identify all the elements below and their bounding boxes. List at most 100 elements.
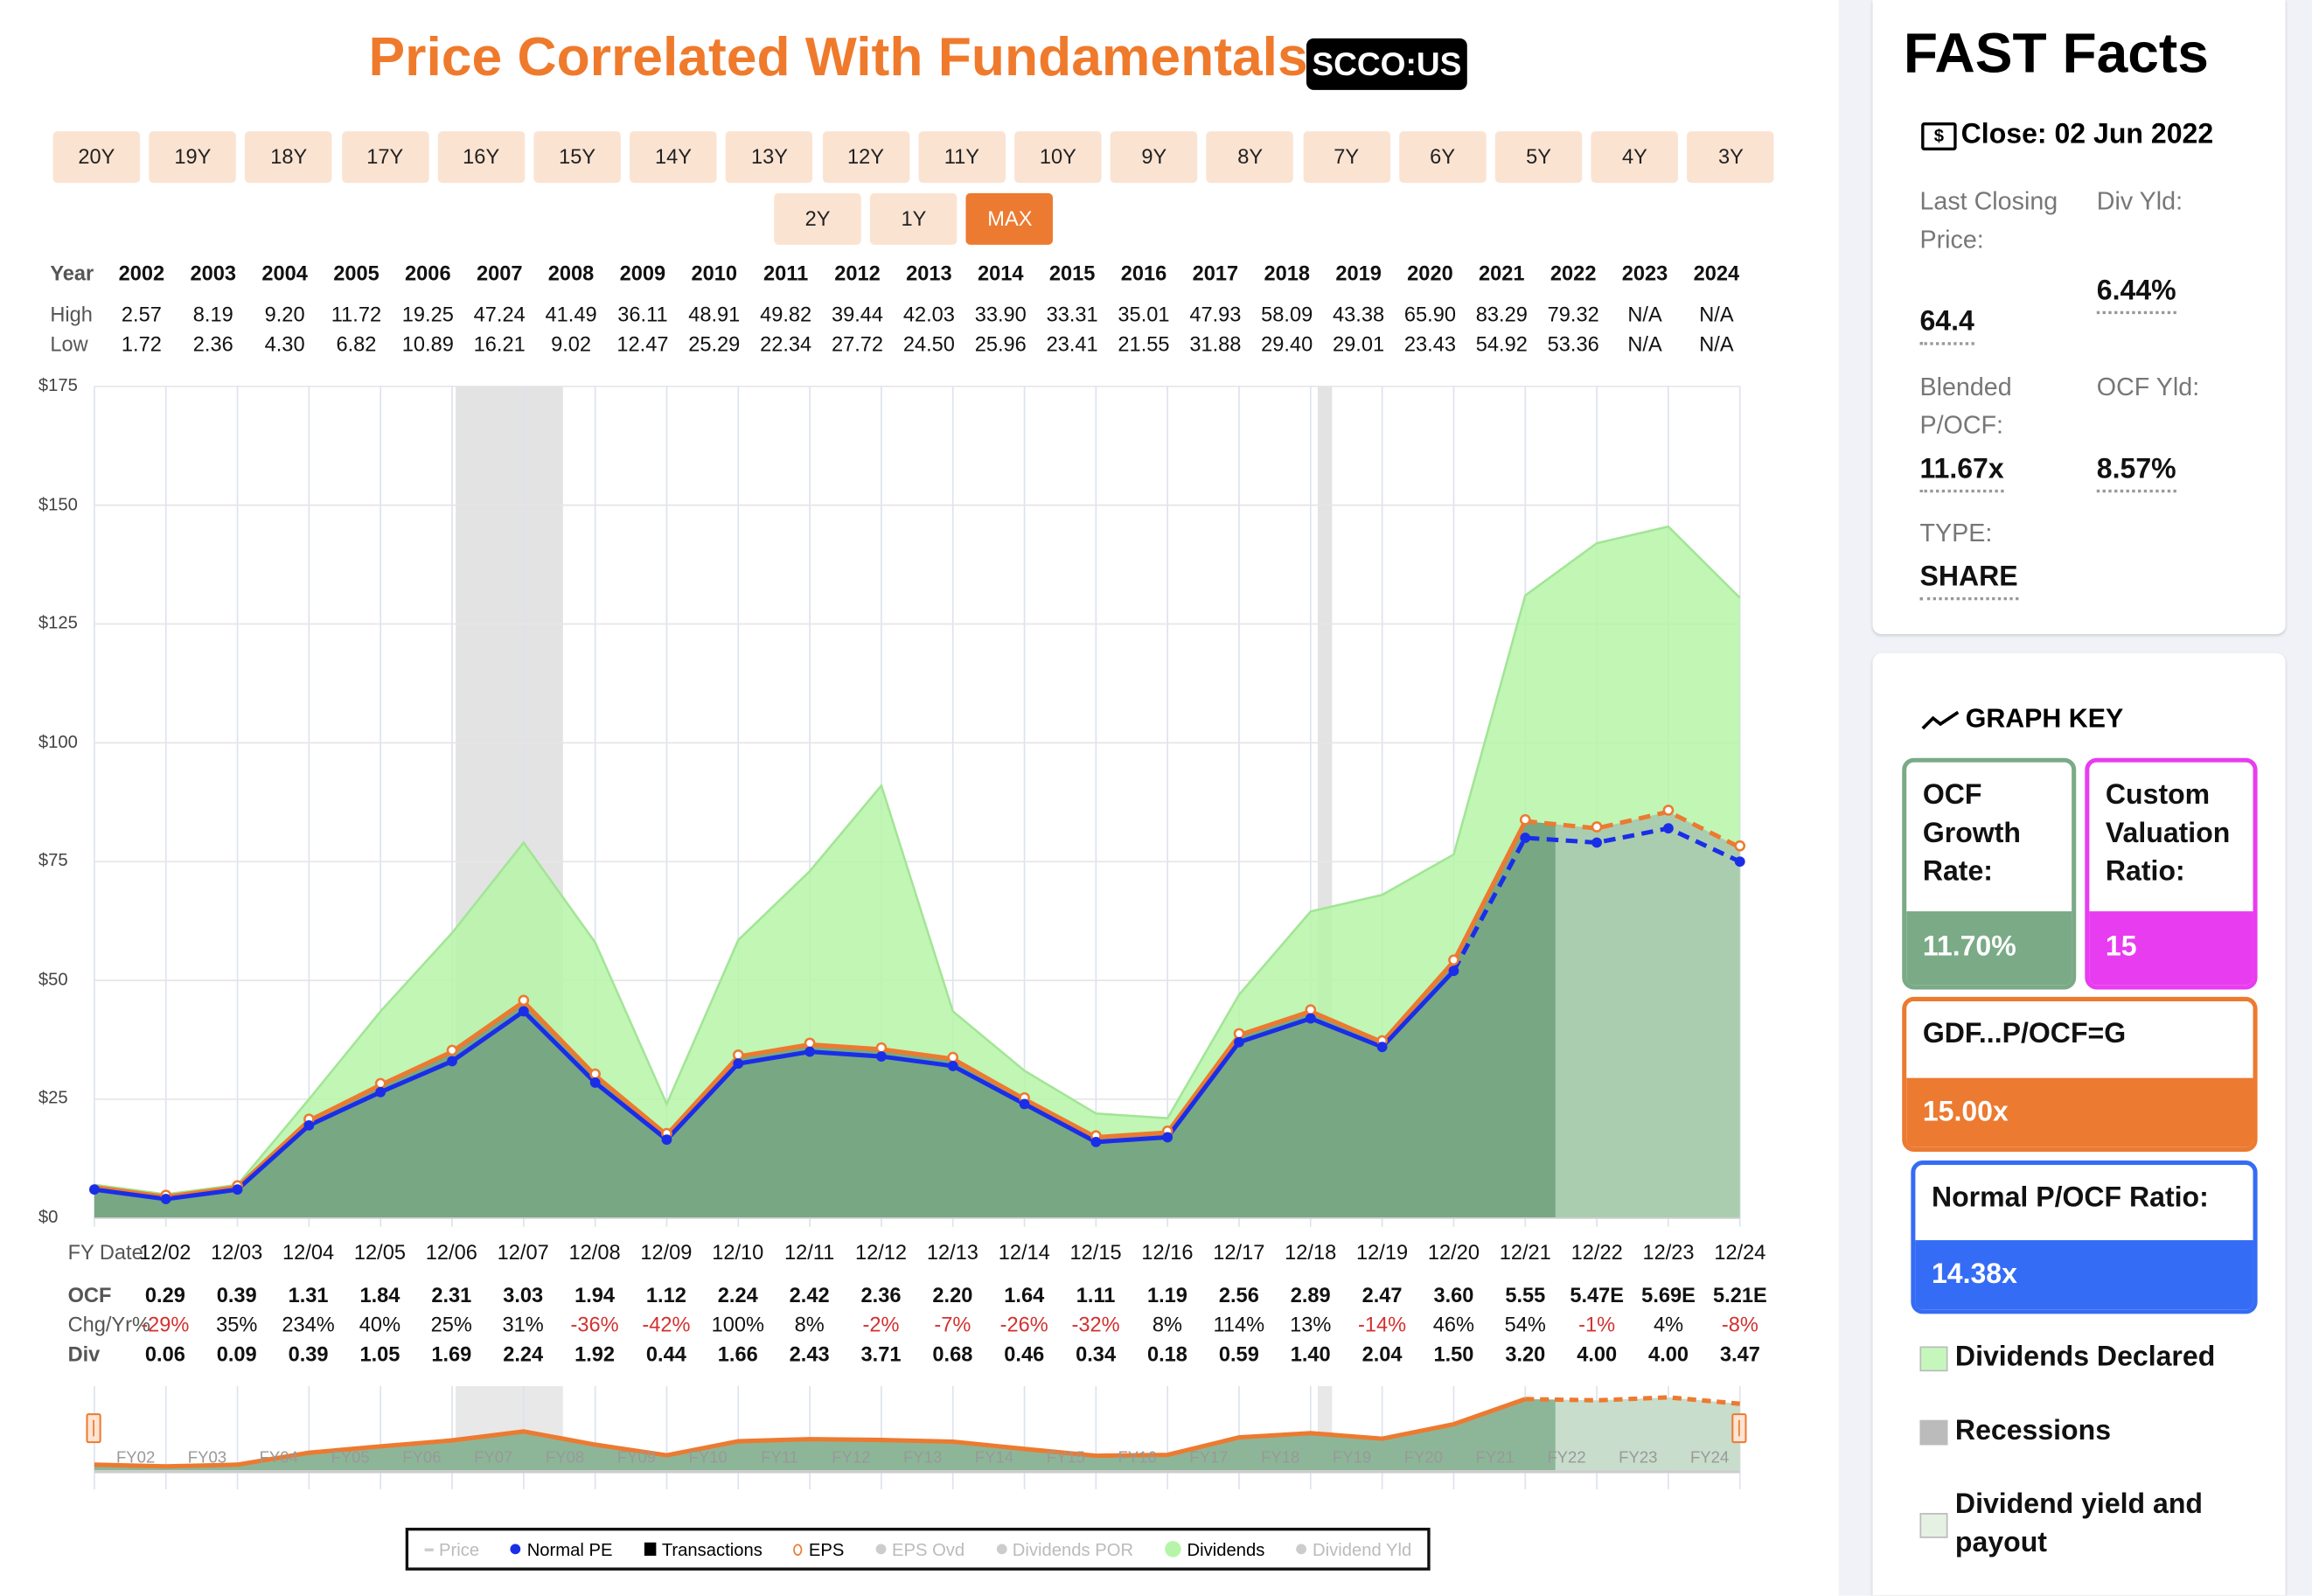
eps-marker[interactable] <box>518 994 530 1007</box>
normal-pe-marker[interactable] <box>1376 1042 1388 1053</box>
normal-pe-marker[interactable] <box>1520 833 1531 843</box>
eps-marker[interactable] <box>732 1049 744 1061</box>
range-button-9y[interactable]: 9Y <box>1111 131 1198 184</box>
eps-marker[interactable] <box>1448 954 1459 965</box>
price-cell-high: 39.44 <box>831 302 884 326</box>
key-label: Recessions <box>1954 1415 2112 1447</box>
eps-marker[interactable] <box>804 1037 816 1049</box>
eps-marker[interactable] <box>1519 814 1531 826</box>
eps-marker[interactable] <box>1233 1028 1245 1040</box>
div-yld-value[interactable]: 6.44% <box>2096 275 2176 315</box>
navigator[interactable]: FY02 FY03 FY04 FY05 FY06 FY07 FY08 FY09 FY10 FY11… <box>0 1371 1769 1490</box>
nav-fy-label: FY10 <box>689 1448 728 1467</box>
range-button-16y[interactable]: 16Y <box>437 131 525 184</box>
last-price-value[interactable]: 64.4 <box>1919 307 1974 345</box>
range-button-14y[interactable]: 14Y <box>630 131 717 184</box>
normal-pe-marker[interactable] <box>1591 837 1603 848</box>
eps-marker[interactable] <box>1305 1004 1317 1016</box>
normal-pe-marker[interactable] <box>1090 1136 1102 1147</box>
normal-pe-marker[interactable] <box>1162 1132 1173 1143</box>
normal-pe-marker[interactable] <box>589 1077 601 1088</box>
eps-marker[interactable] <box>446 1044 458 1056</box>
row-label-div: Div <box>67 1342 101 1366</box>
legend-item-normal-pe[interactable]: Normal PE <box>511 1539 613 1559</box>
eps-marker[interactable] <box>875 1042 888 1054</box>
normal-pe-marker[interactable] <box>232 1184 243 1195</box>
legend-item-eps[interactable]: EPS <box>793 1538 845 1560</box>
pale-swatch-icon <box>1919 1513 1948 1538</box>
range-button-15y[interactable]: 15Y <box>533 131 621 184</box>
eps-marker[interactable] <box>374 1077 386 1090</box>
range-button-5y[interactable]: 5Y <box>1494 131 1583 184</box>
legend-item-transactions[interactable]: Transactions <box>644 1539 763 1559</box>
legend-item-price[interactable]: Price <box>424 1539 479 1559</box>
nav-handle-right[interactable] <box>1731 1413 1747 1444</box>
range-button-18y[interactable]: 18Y <box>245 131 333 184</box>
range-button-1y[interactable]: 1Y <box>870 192 958 245</box>
key-recessions[interactable]: Recessions <box>1919 1412 2111 1451</box>
normal-pe-marker[interactable] <box>1305 1013 1316 1024</box>
ticker-badge: SCCO:US <box>1306 38 1467 90</box>
eps-marker[interactable] <box>1734 840 1746 852</box>
normal-pe-marker[interactable] <box>661 1134 672 1146</box>
key-dividends-declared[interactable]: Dividends Declared <box>1919 1339 2215 1377</box>
normal-pe-marker[interactable] <box>1734 856 1745 868</box>
price-cell-high: 48.91 <box>688 302 741 326</box>
eps-marker[interactable] <box>589 1068 601 1080</box>
eps-marker[interactable] <box>1662 805 1675 816</box>
range-button-17y[interactable]: 17Y <box>341 131 429 184</box>
ocf-yld-value[interactable]: 8.57% <box>2096 454 2176 493</box>
fund-cell-chg: 114% <box>1213 1312 1265 1336</box>
key-dividend-yield[interactable]: Dividend yield and payout <box>1919 1487 2214 1564</box>
legend-item-dividends-por[interactable]: Dividends POR <box>996 1539 1133 1559</box>
range-button-10y[interactable]: 10Y <box>1014 131 1102 184</box>
normal-pe-marker[interactable] <box>1234 1036 1244 1048</box>
fund-cell-fy_date: 12/24 <box>1714 1240 1766 1265</box>
legend-item-dividend-yld[interactable]: Dividend Yld <box>1296 1539 1411 1559</box>
type-value[interactable]: SHARE <box>1919 561 2018 601</box>
gdf-box[interactable]: GDF...P/OCF=G 15.00x <box>1902 996 2258 1152</box>
range-button-11y[interactable]: 11Y <box>918 131 1006 184</box>
normal-pe-marker[interactable] <box>1663 823 1674 834</box>
normal-pe-marker[interactable] <box>89 1184 100 1195</box>
range-button-8y[interactable]: 8Y <box>1206 131 1294 184</box>
range-button-7y[interactable]: 7Y <box>1302 131 1390 184</box>
normal-pe-marker[interactable] <box>375 1086 386 1098</box>
normal-pe-marker[interactable] <box>947 1061 958 1071</box>
custom-ratio-box[interactable]: Custom Valuation Ratio: 15 <box>2085 757 2258 990</box>
range-button-2y[interactable]: 2Y <box>774 192 861 245</box>
fund-cell-chg: 8% <box>1152 1312 1183 1336</box>
legend-item-dividends[interactable]: Dividends <box>1165 1539 1264 1559</box>
blended-value[interactable]: 11.67x <box>1919 454 2004 493</box>
price-cell-year: 2004 <box>261 261 308 285</box>
range-button-19y[interactable]: 19Y <box>149 131 237 184</box>
normal-pe-marker[interactable] <box>160 1194 171 1204</box>
legend-label: EPS <box>808 1538 845 1560</box>
type-label: TYPE: <box>1919 519 1993 547</box>
range-button-20y[interactable]: 20Y <box>52 131 141 184</box>
nav-handle-left[interactable] <box>86 1413 101 1444</box>
range-button-max[interactable]: MAX <box>966 192 1054 245</box>
legend-item-eps-ovd[interactable]: EPS Ovd <box>875 1539 964 1559</box>
range-button-13y[interactable]: 13Y <box>726 131 813 184</box>
normal-pe-marker[interactable] <box>1448 965 1459 977</box>
range-button-4y[interactable]: 4Y <box>1591 131 1679 184</box>
eps-marker[interactable] <box>1591 821 1603 833</box>
nav-fy-label: FY24 <box>1690 1448 1729 1467</box>
eps-marker[interactable] <box>947 1051 959 1063</box>
range-button-3y[interactable]: 3Y <box>1687 131 1775 184</box>
normal-ratio-box[interactable]: Normal P/OCF Ratio: 14.38x <box>1911 1160 2258 1314</box>
range-button-6y[interactable]: 6Y <box>1398 131 1487 184</box>
custom-ratio-label: Custom Valuation Ratio: <box>2089 762 2253 912</box>
range-button-12y[interactable]: 12Y <box>822 131 909 184</box>
price-cell-high: 42.03 <box>902 302 955 326</box>
normal-pe-marker[interactable] <box>447 1056 457 1067</box>
fund-cell-chg: 234% <box>282 1312 335 1336</box>
ocf-growth-box[interactable]: OCF Growth Rate: 11.70% <box>1902 757 2077 990</box>
normal-pe-marker[interactable] <box>1019 1098 1030 1110</box>
normal-pe-marker[interactable] <box>876 1051 887 1062</box>
normal-pe-marker[interactable] <box>804 1046 816 1057</box>
normal-pe-marker[interactable] <box>303 1119 315 1131</box>
normal-pe-marker[interactable] <box>733 1058 744 1070</box>
normal-pe-marker[interactable] <box>518 1006 529 1017</box>
